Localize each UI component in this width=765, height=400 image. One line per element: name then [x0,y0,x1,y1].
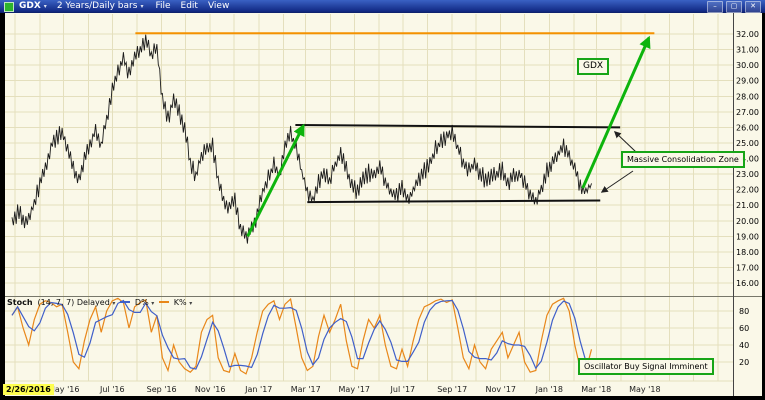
stoch-axis-label: 80 [739,307,749,316]
channel-bottom-trendline[interactable] [307,199,601,204]
chevron-down-icon: ▾ [43,3,47,10]
date-axis-label: Mar '18 [581,385,611,394]
stoch-axis: 80 60 40 20 [739,307,749,367]
price-axis-label: 26.00 [736,123,759,132]
date-axis-label: Jan '17 [244,385,272,394]
price-axis-label: 19.00 [736,232,759,241]
chevron-down-icon: ▾ [189,299,193,307]
price-axis-label: 23.00 [736,170,759,179]
maximize-button[interactable]: ▢ [726,0,742,13]
timeframe-selector[interactable]: 2 Years/Daily bars ▾ [57,0,144,13]
symbol-selector[interactable]: GDX ▾ [19,0,47,13]
minimize-button[interactable]: – [707,0,723,13]
date-axis-label: Nov '16 [195,385,226,394]
price-axis-label: 20.00 [736,217,759,226]
price-axis-label: 27.00 [736,108,759,117]
stoch-axis-label: 20 [739,358,749,367]
date-axis-label: Sep '16 [147,385,177,394]
close-button[interactable]: ✕ [745,0,761,13]
menu-edit[interactable]: Edit [180,1,198,11]
stoch-k-line [11,297,593,375]
date-axis-label: Nov '17 [485,385,516,394]
date-axis-label: Mar '17 [291,385,321,394]
k-line-label: K% [173,297,187,307]
chevron-down-icon: ▾ [140,3,144,10]
chevron-down-icon: ▾ [112,299,116,307]
date-axis: May '16 Jul '16 Sep '16 Nov '16 Jan '17 Mar '… [48,385,661,394]
app-icon [4,1,14,12]
d-line-swatch-icon [120,301,131,303]
price-axis-label: 25.00 [736,139,759,148]
price-series [11,34,592,244]
stoch-axis-label: 40 [739,341,749,350]
price-axis-label: 30.00 [736,61,759,70]
channel-top-trendline[interactable] [295,124,621,129]
menu-file[interactable]: File [155,1,171,11]
stoch-params-label: (14, 7, 7) Delayed [37,297,110,307]
date-axis-label: May '18 [629,385,660,394]
stoch-legend: Stoch (14, 7, 7) Delayed ▾ D% ▾ K% ▾ [7,298,192,308]
price-axis-label: 28.00 [736,92,759,101]
label-pointer-arrow-bottom [600,170,634,193]
date-axis-label: Jan '18 [535,385,563,394]
rally-arrow-2016-low-to-channel-top-green-arrow[interactable] [246,123,305,237]
chevron-down-icon: ▾ [151,299,155,307]
projected-breakout-arrow-green-arrow[interactable] [581,35,651,189]
date-axis-label: Jul '16 [99,385,125,394]
price-axis-label: 32.00 [736,30,759,39]
title-bar: GDX ▾ 2 Years/Daily bars ▾ File Edit Vie… [0,0,765,13]
price-axis-label: 18.00 [736,248,759,257]
menu-view[interactable]: View [207,1,230,11]
symbol-label: GDX [19,1,41,11]
stoch-axis-label: 60 [739,324,749,333]
first-bar-date-stamp: 2/26/2016 [3,384,54,395]
gdx-annotation-box[interactable]: GDX [577,58,610,75]
d-line-label: D% [134,297,149,307]
date-axis-label: Sep '17 [437,385,467,394]
stoch-indicator-name[interactable]: Stoch [7,298,33,307]
consolidation-zone-annotation-box[interactable]: Massive Consolidation Zone [621,151,745,168]
price-axis-label: 22.00 [736,186,759,195]
price-axis: 32.00 31.00 30.00 29.00 28.00 27.00 26.00 25.00… [736,30,759,288]
menu-bar: File Edit View [155,0,229,13]
stoch-k-toggle[interactable]: K% ▾ [159,298,192,308]
k-line-swatch-icon [159,301,170,303]
window-controls: – ▢ ✕ [707,0,761,13]
price-axis-label: 16.00 [736,279,759,288]
date-axis-label: Jul '17 [390,385,416,394]
stoch-d-line [11,299,592,370]
date-axis-label: May '17 [339,385,370,394]
stoch-params[interactable]: (14, 7, 7) Delayed ▾ [38,298,116,308]
timeframe-label: 2 Years/Daily bars [56,1,138,11]
label-pointer-arrow-top [613,131,637,153]
price-axis-label: 29.00 [736,77,759,86]
oscillator-signal-annotation-box[interactable]: Oscillator Buy Signal Imminent [578,358,714,375]
stoch-d-toggle[interactable]: D% ▾ [120,298,154,308]
date-axis-label: May '16 [48,385,79,394]
price-axis-label: 24.00 [736,155,759,164]
price-axis-label: 21.00 [736,201,759,210]
price-axis-label: 17.00 [736,263,759,272]
price-axis-label: 31.00 [736,46,759,55]
